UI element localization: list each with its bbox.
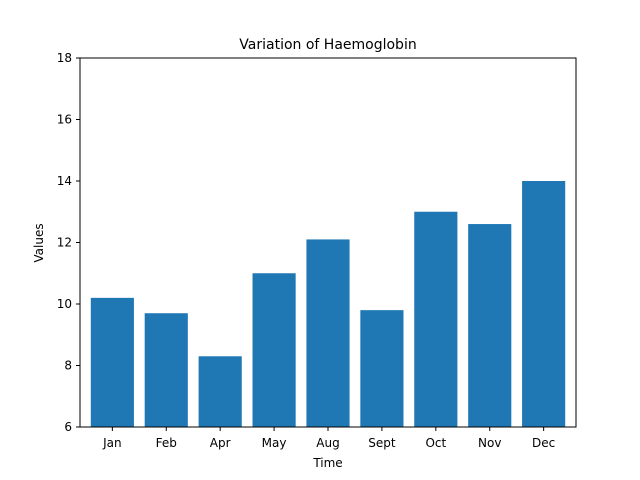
bar-jan: [90, 297, 134, 427]
x-tick-label: Apr: [210, 436, 231, 450]
bar-sept: [360, 310, 404, 427]
y-tick-label: 18: [57, 51, 72, 65]
plot-frame: [79, 57, 577, 428]
y-tick-label: 12: [57, 236, 72, 250]
bar-oct: [414, 211, 458, 427]
y-tick-label: 16: [57, 113, 72, 127]
y-tick-label: 6: [64, 420, 72, 434]
x-tick-label: May: [262, 436, 287, 450]
bar-nov: [468, 224, 512, 427]
x-axis-ticks: Jan Feb Apr May Aug Sept Oct Nov Dec: [102, 427, 555, 450]
bar-apr: [198, 356, 242, 427]
bar-layer: [90, 181, 566, 427]
y-axis-ticks: 6 8 10 12 14 16 18: [57, 51, 80, 434]
x-tick-label: Feb: [156, 436, 177, 450]
x-tick-label: Aug: [316, 436, 339, 450]
y-tick-label: 10: [57, 297, 72, 311]
x-tick-label: Dec: [532, 436, 555, 450]
x-tick-label: Oct: [425, 436, 446, 450]
bar-aug: [306, 239, 350, 427]
x-axis-label: Time: [312, 456, 342, 470]
x-tick-label: Sept: [368, 436, 396, 450]
bar-dec: [522, 181, 566, 427]
x-tick-label: Nov: [478, 436, 501, 450]
y-axis-label: Values: [32, 223, 46, 262]
chart-title: Variation of Haemoglobin: [239, 37, 416, 53]
x-tick-label: Jan: [102, 436, 122, 450]
y-tick-label: 8: [64, 359, 72, 373]
y-tick-label: 14: [57, 174, 72, 188]
bar-feb: [144, 313, 188, 427]
bar-may: [252, 273, 296, 427]
